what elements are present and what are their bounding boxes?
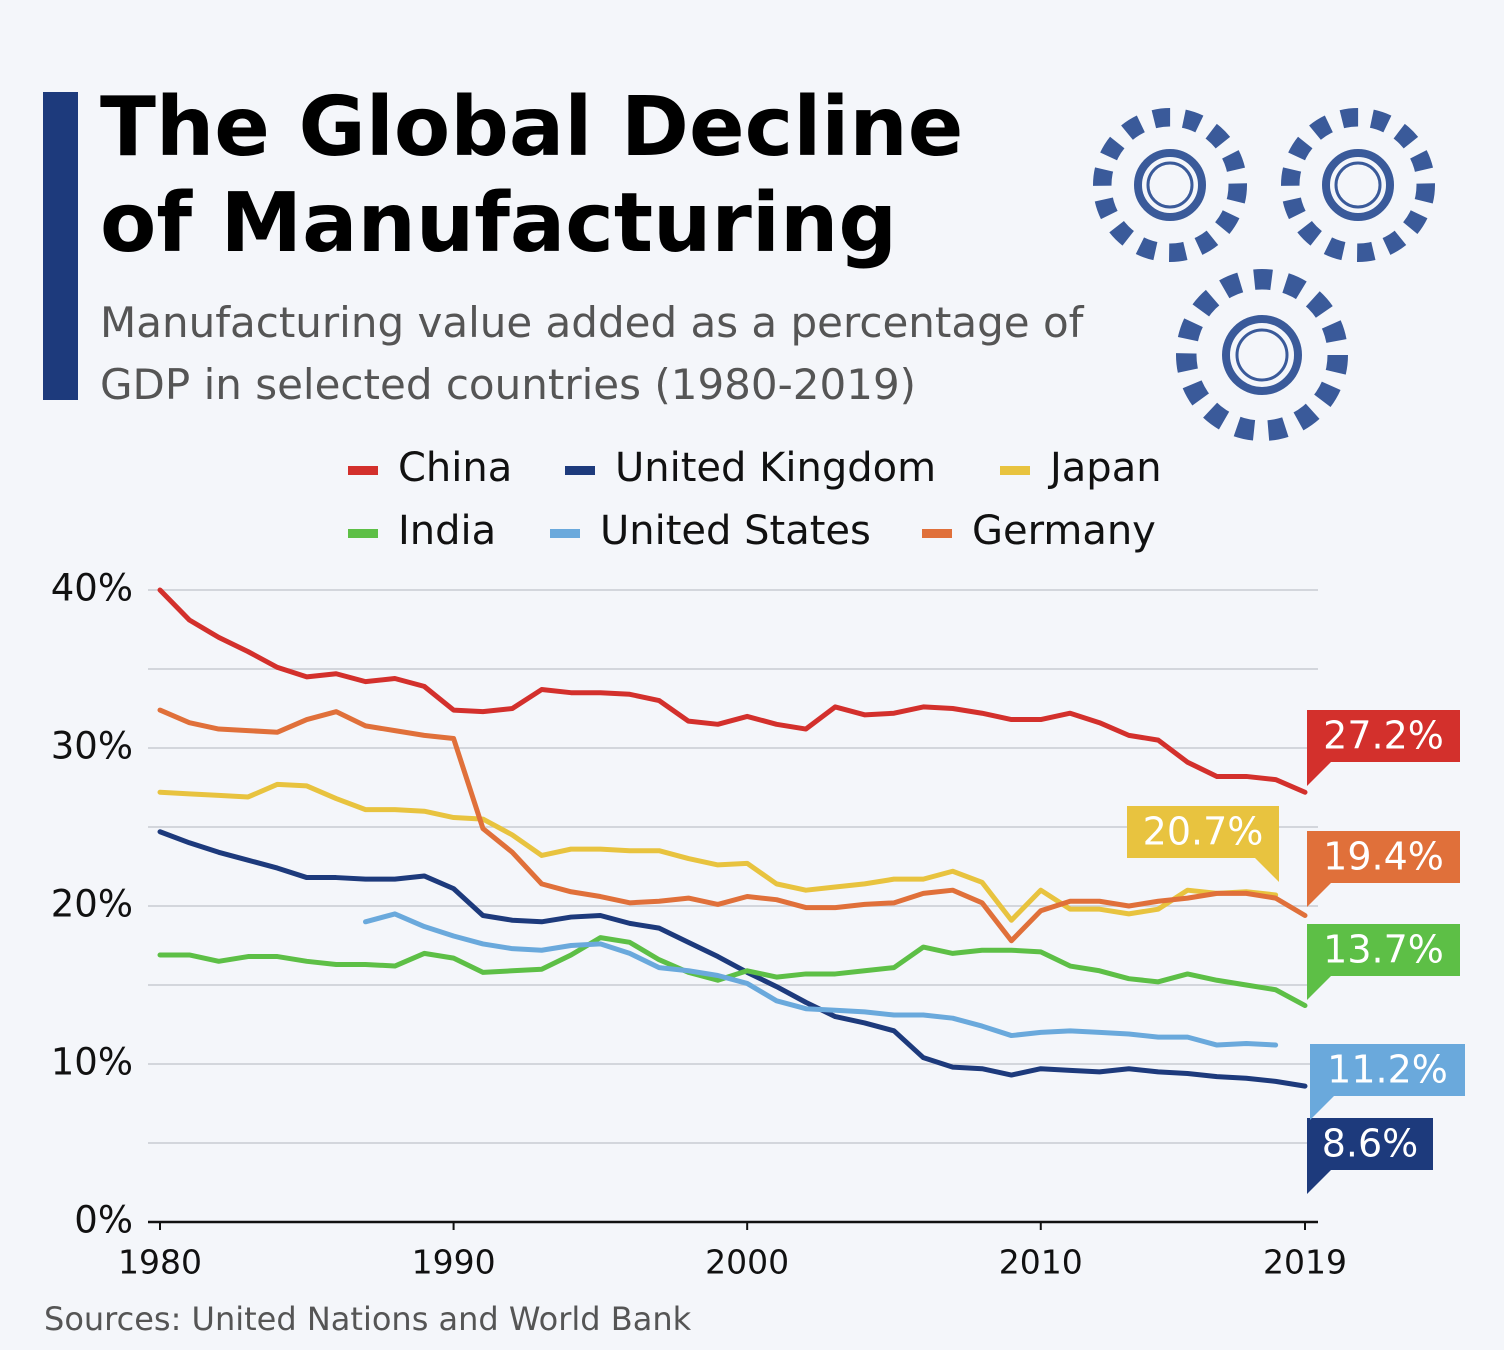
source-note: Sources: United Nations and World Bank <box>44 1300 692 1338</box>
legend-label: Japan <box>1047 445 1162 491</box>
end-label-pointer <box>1253 856 1279 882</box>
series-line <box>157 587 1308 795</box>
end-label-pointer <box>1310 1094 1336 1120</box>
series-line <box>363 911 1279 1048</box>
legend-swatch <box>348 466 378 475</box>
end-label-pointer <box>1307 760 1333 786</box>
gear-icons <box>1093 108 1435 441</box>
x-tick-label: 1980 <box>118 1243 202 1282</box>
end-label-pointer <box>1307 1168 1333 1194</box>
end-label-box <box>1307 831 1460 883</box>
legend-swatch <box>1000 466 1030 475</box>
chart-title: The Global Decline of Manufacturing <box>100 80 964 271</box>
end-label-text: 11.2% <box>1327 1048 1448 1092</box>
end-label-box <box>1127 806 1279 858</box>
end-label: 11.2% <box>1310 1044 1465 1120</box>
x-tick-label: 2000 <box>705 1243 789 1282</box>
end-label-text: 27.2% <box>1323 714 1444 758</box>
end-label-text: 13.7% <box>1323 928 1444 972</box>
chart-subtitle: Manufacturing value added as a percentag… <box>100 298 1084 409</box>
y-tick-label: 0% <box>74 1199 133 1242</box>
series-line <box>157 707 1308 944</box>
end-label-text: 8.6% <box>1322 1122 1419 1166</box>
end-label-box <box>1307 1118 1433 1170</box>
legend-swatch <box>348 529 378 538</box>
end-label-text: 19.4% <box>1323 835 1444 879</box>
legend-label: Germany <box>972 508 1156 554</box>
legend-swatch <box>565 466 595 475</box>
x-tick-label: 2010 <box>999 1243 1083 1282</box>
end-label: 20.7% <box>1127 806 1279 882</box>
x-tick-label: 1990 <box>412 1243 496 1282</box>
x-tick-label: 2019 <box>1263 1243 1347 1282</box>
y-tick-label: 10% <box>51 1041 133 1084</box>
legend-swatch <box>922 529 952 538</box>
legend-swatch <box>550 529 580 538</box>
end-label: 13.7% <box>1307 924 1460 1000</box>
end-label: 19.4% <box>1307 831 1460 907</box>
series-line <box>157 935 1308 1009</box>
y-tick-label: 30% <box>51 725 133 768</box>
legend-label: China <box>398 445 512 491</box>
end-label-pointer <box>1307 974 1333 1000</box>
y-tick-label: 20% <box>51 883 133 926</box>
series-line <box>157 829 1308 1089</box>
end-label-box <box>1307 710 1460 762</box>
series-line <box>157 781 1279 923</box>
legend-label: India <box>398 508 496 554</box>
end-label-box <box>1307 924 1460 976</box>
end-label-pointer <box>1307 881 1333 907</box>
y-tick-label: 40% <box>51 567 133 610</box>
end-label-text: 20.7% <box>1143 810 1264 854</box>
end-label: 27.2% <box>1307 710 1460 786</box>
legend-label: United Kingdom <box>615 445 936 491</box>
end-label-box <box>1310 1044 1465 1096</box>
legend-label: United States <box>600 508 871 554</box>
end-label: 8.6% <box>1307 1118 1433 1194</box>
accent-bar <box>43 92 78 400</box>
